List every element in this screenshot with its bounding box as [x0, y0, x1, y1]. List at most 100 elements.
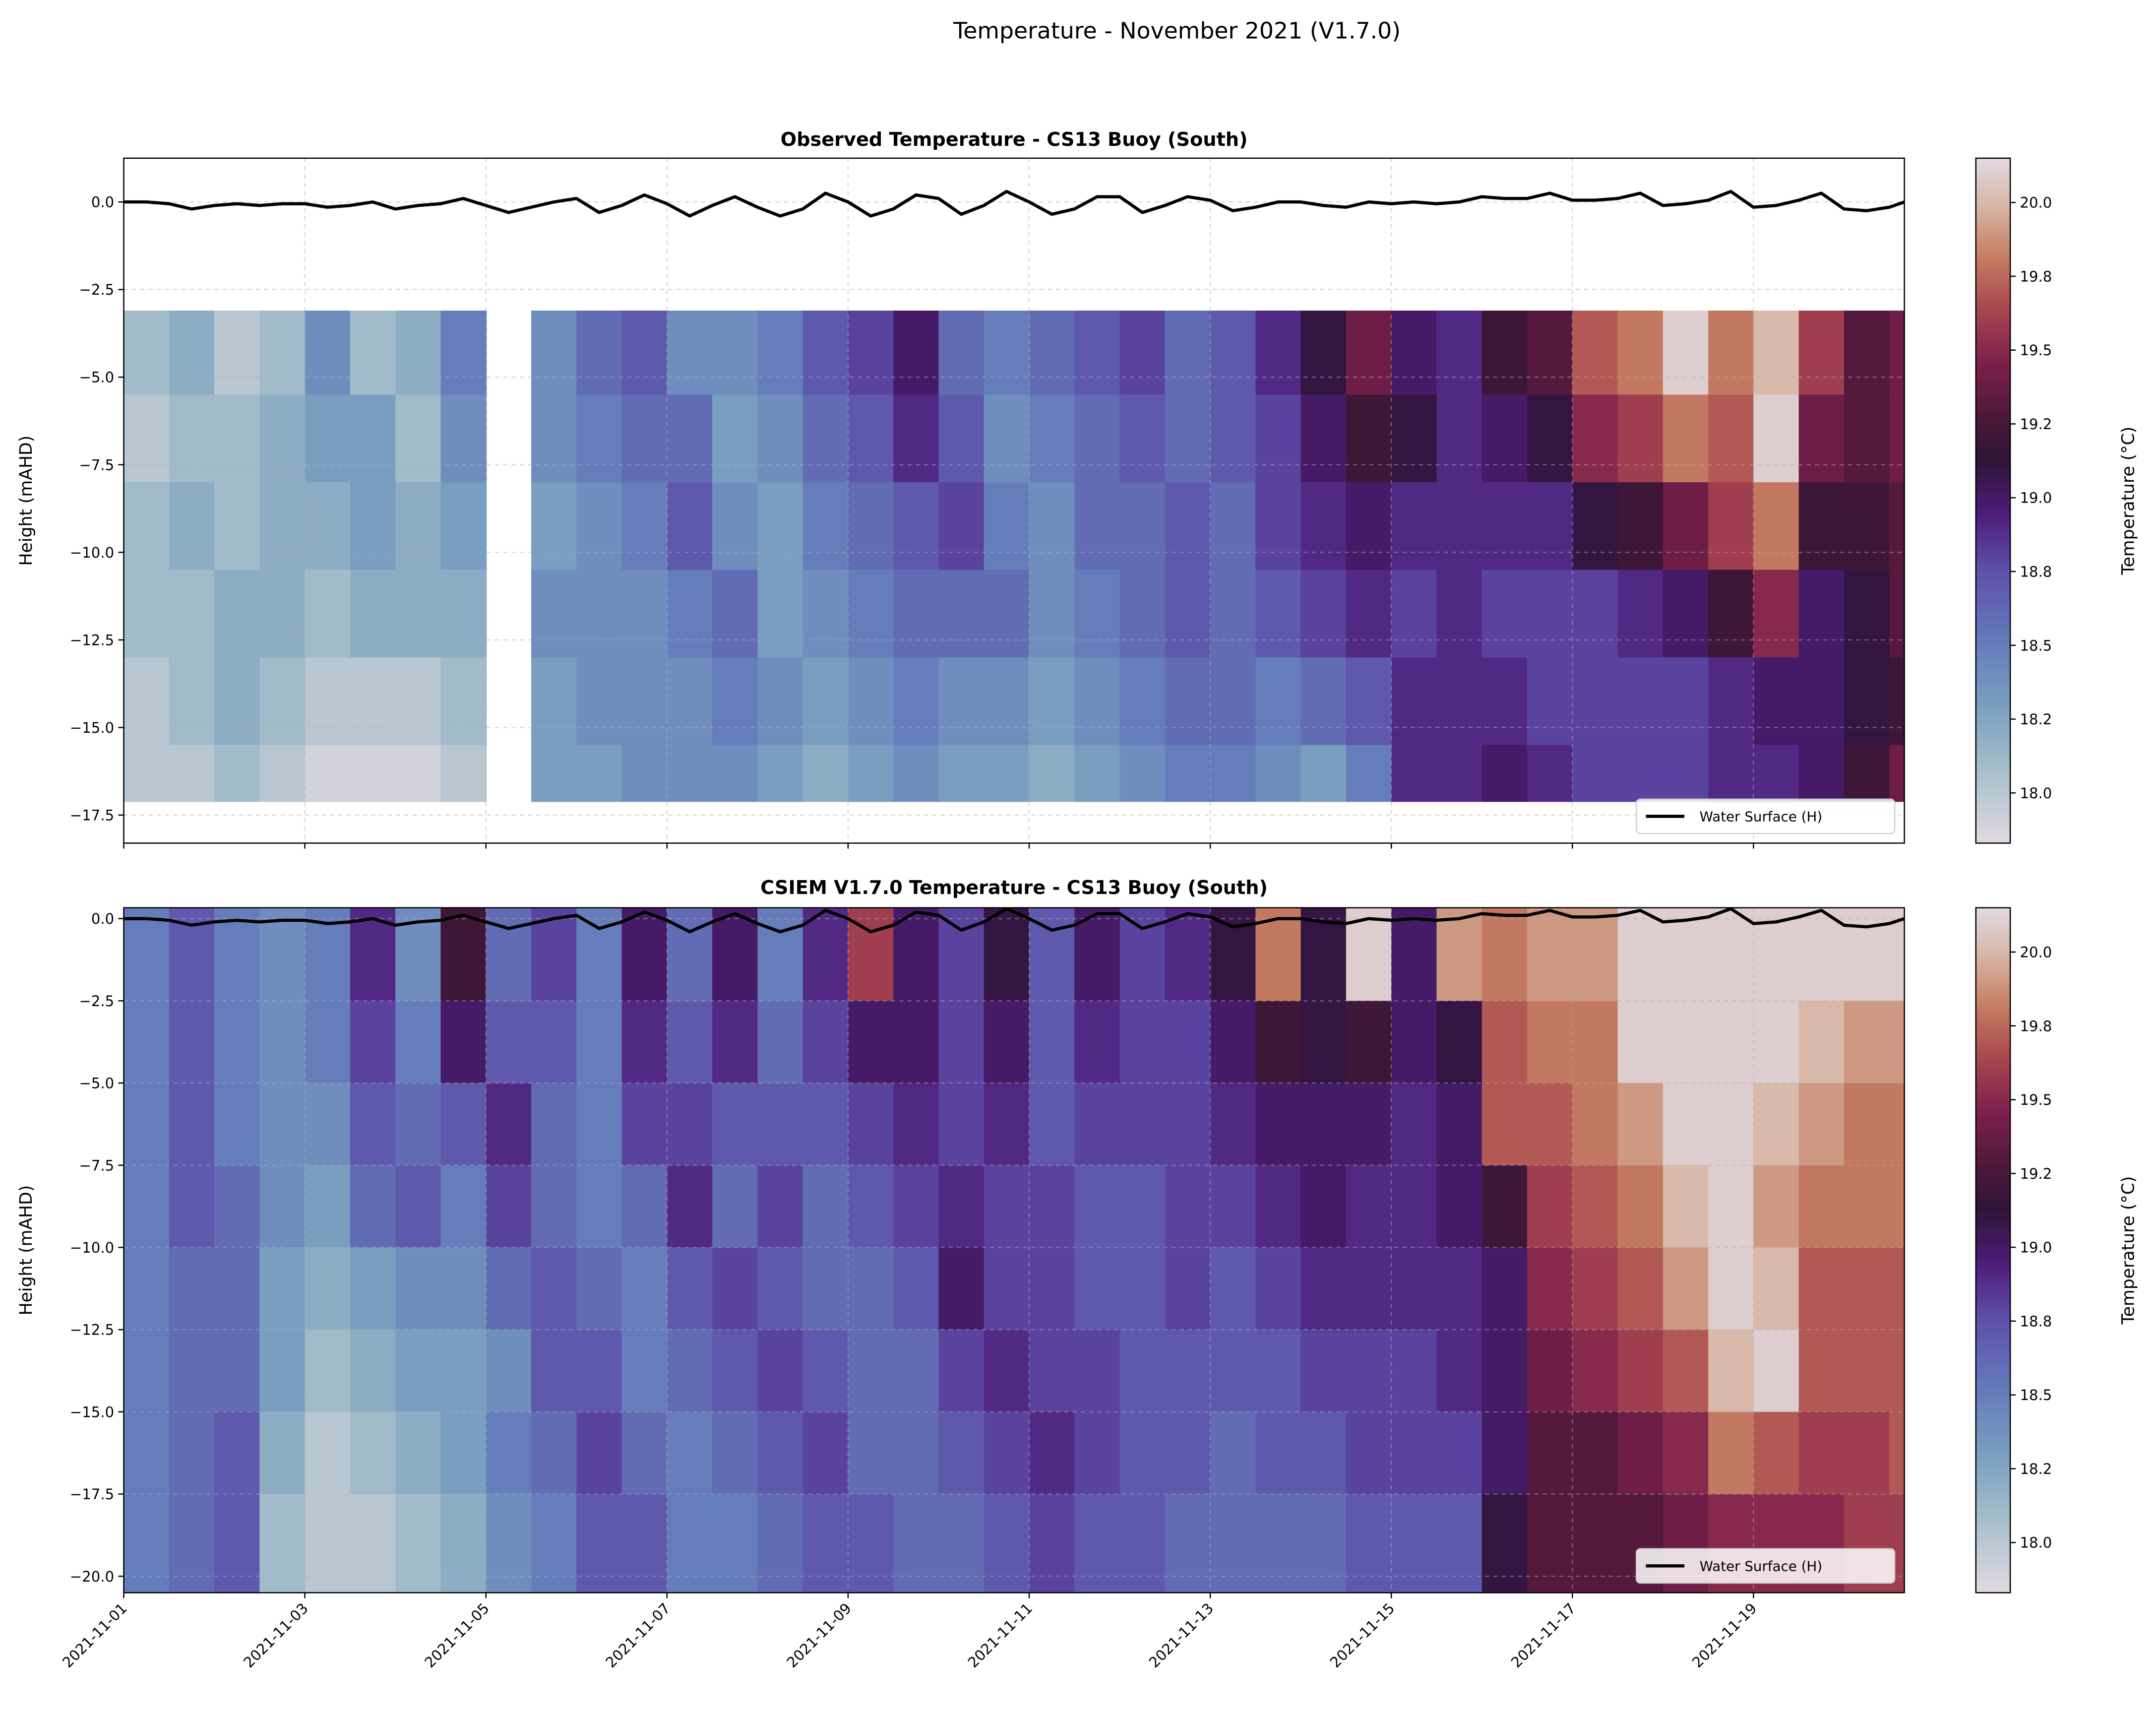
colorbar-tick-label: 19.2	[2020, 1165, 2052, 1182]
heatmap-cell	[712, 1083, 759, 1166]
heatmap-cell	[1481, 311, 1528, 396]
heatmap-cell	[214, 311, 260, 396]
heatmap-cell	[1436, 1330, 1483, 1413]
heatmap-cell	[123, 1001, 170, 1084]
colorbar-tick-label: 18.8	[2020, 1313, 2052, 1330]
heatmap-cell	[802, 482, 849, 571]
heatmap-cell	[848, 1494, 894, 1593]
heatmap-cell	[1436, 1411, 1483, 1495]
heatmap-cell	[1527, 1165, 1573, 1249]
heatmap-cell	[440, 1247, 487, 1331]
heatmap-cell	[621, 1494, 668, 1593]
heatmap-cell	[757, 1247, 804, 1331]
heatmap-cell	[350, 311, 396, 396]
heatmap-cell	[1119, 394, 1166, 483]
heatmap-cell	[1391, 1494, 1438, 1593]
heatmap-cell	[757, 1165, 804, 1249]
y-tick-label: 0.0	[91, 194, 114, 211]
heatmap-cell	[214, 394, 260, 483]
heatmap-cell	[667, 657, 713, 746]
heatmap-cell	[1029, 1165, 1075, 1249]
heatmap-cell	[1753, 394, 1800, 483]
heatmap-cell	[757, 1330, 804, 1413]
heatmap-cell	[1753, 1083, 1800, 1166]
heatmap-cell	[1255, 1247, 1302, 1331]
heatmap-cell	[531, 394, 577, 483]
heatmap-cell	[259, 1001, 306, 1084]
heatmap-cell	[1074, 394, 1121, 483]
heatmap-cell	[169, 570, 215, 658]
heatmap-cell	[1708, 1001, 1755, 1084]
heatmap-cell	[576, 907, 623, 1002]
heatmap-cell	[802, 1494, 849, 1593]
heatmap-cell	[1481, 657, 1528, 746]
heatmap-cell	[1708, 745, 1755, 802]
heatmap-cell	[531, 745, 577, 802]
heatmap-cell	[938, 1411, 985, 1495]
heatmap-cell	[214, 1083, 260, 1166]
heatmap-cell	[1300, 311, 1347, 396]
heatmap-cell	[1481, 1083, 1528, 1166]
heatmap-cell	[893, 570, 940, 658]
heatmap-cell	[848, 657, 894, 746]
heatmap-cell	[531, 1083, 577, 1166]
heatmap-cell	[1391, 1083, 1438, 1166]
heatmap-cell	[1889, 1411, 1905, 1495]
heatmap-cell	[1663, 1165, 1709, 1249]
observed-panel: 0.0 −2.5 −5.0 −7.5 −10.0 −12.5 −15.0 −17.5 Heigh…	[16, 128, 2139, 849]
heatmap-cell	[1165, 311, 1211, 396]
heatmap-cell	[1798, 1247, 1845, 1331]
heatmap-cell	[1844, 907, 1890, 1002]
heatmap-cell	[667, 394, 713, 483]
model-panel: 2021-11-01 2021-11-03 2021-11-05 2021-11-07…	[16, 877, 2139, 1671]
heatmap-cell	[1617, 1247, 1664, 1331]
heatmap-cell	[305, 1330, 351, 1413]
heatmap-cell	[667, 1083, 713, 1166]
y-tick-label: −10.0	[70, 1239, 114, 1256]
colorbar-tick-label: 18.5	[2020, 637, 2052, 654]
heatmap-cell	[395, 1083, 442, 1166]
heatmap-cell	[1346, 394, 1392, 483]
heatmap-cell	[259, 482, 306, 571]
heatmap-cell	[1300, 394, 1347, 483]
heatmap-cell	[1527, 1411, 1573, 1495]
heatmap-cell	[576, 745, 623, 802]
heatmap-cell	[440, 745, 487, 802]
heatmap-cell	[621, 482, 668, 571]
heatmap-cell	[1798, 570, 1845, 658]
heatmap-cell	[169, 1494, 215, 1593]
heatmap-cell	[1210, 657, 1257, 746]
heatmap-cell	[984, 1247, 1030, 1331]
heatmap-cell	[1074, 1083, 1121, 1166]
heatmap-cell	[1572, 482, 1619, 571]
heatmap-cell	[848, 1330, 894, 1413]
heatmap-cell	[667, 1411, 713, 1495]
heatmap-cell	[576, 482, 623, 571]
heatmap-cell	[938, 907, 985, 1002]
heatmap-cell	[576, 1247, 623, 1331]
heatmap-cell	[1527, 745, 1573, 802]
heatmap-cell	[1844, 1165, 1890, 1249]
heatmap-cell	[486, 1494, 532, 1593]
heatmap-cell	[621, 1411, 668, 1495]
heatmap-cell	[1708, 394, 1755, 483]
heatmap-cell	[1074, 311, 1121, 396]
heatmap-cell	[350, 482, 396, 571]
heatmap-cell	[1391, 657, 1438, 746]
heatmap-cell	[305, 1494, 351, 1593]
heatmap-cell	[214, 907, 260, 1002]
heatmap-cell	[1708, 1330, 1755, 1413]
heatmap-cell	[712, 1411, 759, 1495]
heatmap-cell	[1255, 482, 1302, 571]
heatmap-cell	[1165, 1494, 1211, 1593]
heatmap-cell	[1074, 1494, 1121, 1593]
heatmap-cell	[1300, 657, 1347, 746]
heatmap-cell	[1798, 1001, 1845, 1084]
heatmap-cell	[1119, 482, 1166, 571]
heatmap-cell	[1165, 1247, 1211, 1331]
heatmap-cell	[486, 1411, 532, 1495]
heatmap-cell	[621, 570, 668, 658]
heatmap-cell	[712, 1001, 759, 1084]
heatmap-cell	[1255, 1411, 1302, 1495]
heatmap-cell	[531, 1247, 577, 1331]
